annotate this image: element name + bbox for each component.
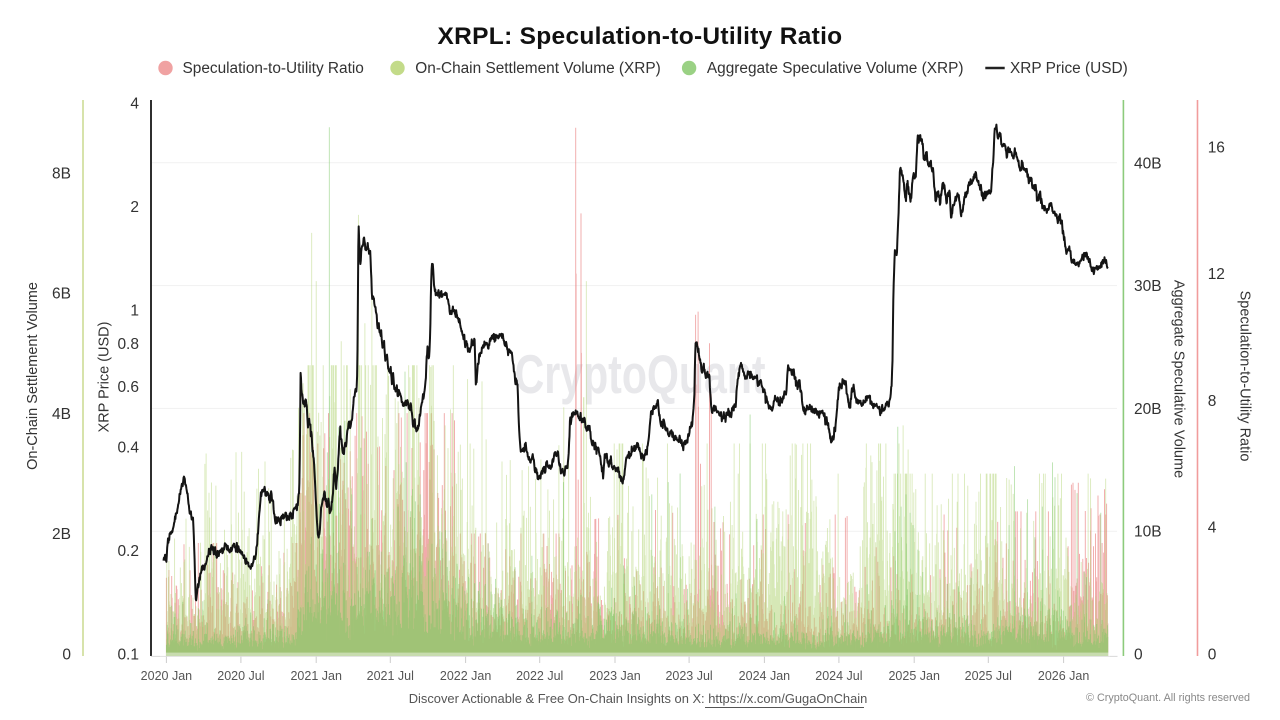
svg-text:Speculation-to-Utility Ratio: Speculation-to-Utility Ratio (183, 60, 364, 77)
svg-text:2023 Jul: 2023 Jul (665, 669, 712, 683)
svg-text:4: 4 (1208, 520, 1217, 537)
svg-text:0.1: 0.1 (117, 647, 139, 664)
svg-text:2023 Jan: 2023 Jan (589, 669, 640, 683)
svg-text:2025 Jan: 2025 Jan (888, 669, 939, 683)
svg-text:2025 Jul: 2025 Jul (965, 669, 1012, 683)
svg-text:0.8: 0.8 (117, 336, 139, 353)
svg-text:0: 0 (1134, 647, 1143, 664)
svg-text:XRP Price (USD): XRP Price (USD) (1010, 60, 1128, 77)
svg-text:Aggregate Speculative Volume (: Aggregate Speculative Volume (XRP) (707, 60, 964, 77)
svg-text:2020 Jan: 2020 Jan (141, 669, 192, 683)
svg-text:2B: 2B (52, 526, 71, 543)
svg-text:2024 Jul: 2024 Jul (815, 669, 862, 683)
svg-text:© CryptoQuant. All rights rese: © CryptoQuant. All rights reserved (1086, 692, 1250, 704)
svg-text:Speculation-to-Utility Ratio: Speculation-to-Utility Ratio (1237, 291, 1253, 462)
svg-text:2021 Jul: 2021 Jul (367, 669, 414, 683)
svg-text:4: 4 (130, 96, 139, 113)
svg-text:0: 0 (62, 647, 71, 664)
svg-text:10B: 10B (1134, 524, 1162, 541)
svg-text:2022 Jul: 2022 Jul (516, 669, 563, 683)
svg-text:2020 Jul: 2020 Jul (217, 669, 264, 683)
svg-text:2021 Jan: 2021 Jan (290, 669, 341, 683)
svg-text:2: 2 (130, 199, 139, 216)
svg-text:0: 0 (1208, 647, 1217, 664)
svg-text:4B: 4B (52, 406, 71, 423)
svg-text:2026 Jan: 2026 Jan (1038, 669, 1089, 683)
svg-text:12: 12 (1208, 266, 1225, 283)
svg-text:2022 Jan: 2022 Jan (440, 669, 491, 683)
svg-text:6B: 6B (52, 286, 71, 303)
svg-text:On-Chain Settlement Volume: On-Chain Settlement Volume (25, 282, 41, 470)
svg-text:8B: 8B (52, 165, 71, 182)
svg-text:On-Chain Settlement Volume (XR: On-Chain Settlement Volume (XRP) (415, 60, 661, 77)
svg-text:8: 8 (1208, 393, 1217, 410)
svg-text:0.6: 0.6 (117, 379, 139, 396)
svg-text:40B: 40B (1134, 155, 1162, 172)
svg-text:30B: 30B (1134, 278, 1162, 295)
svg-text:0.4: 0.4 (117, 440, 139, 457)
svg-text:2024 Jan: 2024 Jan (739, 669, 790, 683)
svg-text:1: 1 (130, 303, 139, 320)
svg-text:20B: 20B (1134, 401, 1162, 418)
svg-text:16: 16 (1208, 139, 1225, 156)
svg-text:XRPL: Speculation-to-Utility R: XRPL: Speculation-to-Utility Ratio (438, 23, 843, 50)
svg-text:Aggregate Speculative Volume: Aggregate Speculative Volume (1171, 280, 1187, 478)
svg-text:XRP Price (USD): XRP Price (USD) (97, 322, 113, 433)
svg-text:Discover Actionable & Free On-: Discover Actionable & Free On-Chain Insi… (409, 691, 868, 706)
svg-text:CryptoQuant: CryptoQuant (515, 343, 766, 405)
svg-text:0.2: 0.2 (117, 543, 139, 560)
